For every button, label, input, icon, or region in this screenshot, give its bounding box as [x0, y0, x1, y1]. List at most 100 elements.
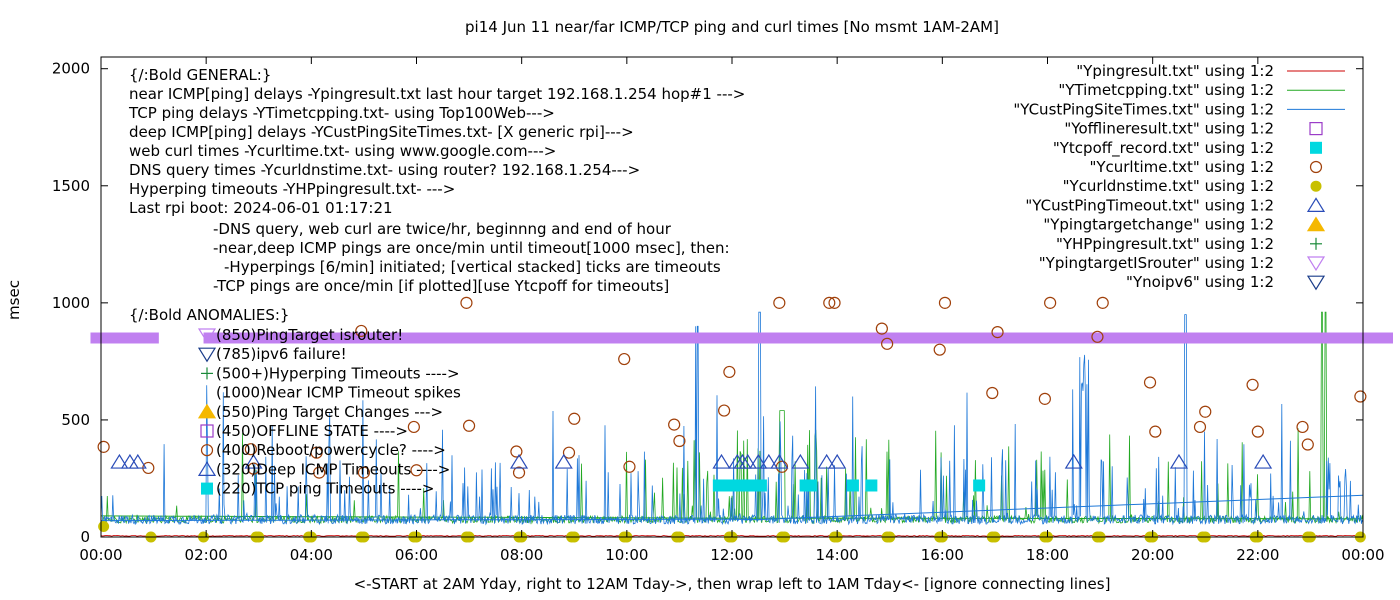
y-axis-label: msec	[5, 280, 23, 320]
x-tick-label: 04:00	[290, 546, 333, 564]
legend-marker-swatch	[1306, 275, 1326, 291]
x-tick-label: 16:00	[921, 546, 964, 564]
curltime-point	[244, 443, 257, 456]
legend-label: "Yofflineresult.txt" using 1:2	[1064, 120, 1274, 138]
curltime-point	[828, 296, 841, 309]
y-tick-label: 500	[61, 411, 90, 429]
custpingtimeout-point	[120, 453, 139, 469]
x-axis-label: <-START at 2AM Yday, right to 12AM Tday-…	[354, 575, 1111, 593]
anomaly-marker	[200, 444, 214, 457]
curltime-point	[775, 460, 789, 473]
tcpoff-point	[973, 479, 986, 492]
curltime-point	[991, 326, 1004, 339]
legend-marker-swatch	[1306, 256, 1326, 272]
tcpoff-point	[865, 479, 878, 492]
chart-title: pi14 Jun 11 near/far ICMP/TCP ping and c…	[465, 18, 999, 36]
x-tick-label: 08:00	[500, 546, 543, 564]
curltime-point	[875, 322, 888, 335]
annotation-line: {/:Bold ANOMALIES:}	[129, 306, 289, 324]
legend-label: "Ynoipv6" using 1:2	[1126, 273, 1274, 291]
anomaly-label: (400)Reboot/powercycle? ---->	[216, 441, 446, 459]
curltime-point	[938, 296, 952, 309]
curltime-point	[1199, 405, 1212, 418]
legend-marker-swatch	[1310, 237, 1322, 250]
curltime-point	[310, 446, 323, 459]
curltime-point	[1251, 425, 1264, 438]
legend-marker-swatch	[1306, 216, 1326, 232]
legend-label: "YCustPingSiteTimes.txt" using 1:2	[1013, 100, 1274, 118]
legend-marker-swatch	[1310, 180, 1322, 192]
curltime-point	[933, 343, 946, 356]
anomaly-marker	[197, 403, 217, 419]
custpingtimeout-point	[738, 453, 757, 469]
custpingtimeout-point	[791, 453, 810, 469]
custpingtimeout-point	[110, 453, 129, 469]
x-tick-label: 22:00	[1236, 546, 1279, 564]
tcpoff-point	[846, 479, 859, 492]
legend-label: "Ycurltime.txt" using 1:2	[1089, 158, 1274, 176]
custpingtimeout-point	[712, 453, 731, 469]
x-tick-label: 14:00	[816, 546, 859, 564]
curltime-point	[1193, 420, 1207, 434]
anomaly-label: (220)TCP ping Timeouts ---->	[216, 480, 434, 498]
anomaly-marker	[197, 347, 217, 363]
y-tick-label: 1000	[52, 294, 90, 312]
custpingtimeout-point	[1169, 453, 1189, 469]
tcpoff-point	[712, 479, 725, 492]
curltime-point	[723, 365, 736, 379]
curltime-point	[1354, 390, 1367, 403]
legend-marker-swatch	[1310, 141, 1322, 154]
anomaly-marker	[200, 424, 214, 438]
legend-label: "YpingtargetISrouter" using 1:2	[1039, 254, 1274, 272]
anomaly-layer: (850)PingTarget isrouter!(785)ipv6 failu…	[197, 326, 461, 498]
y-tick-label: 1500	[52, 177, 90, 195]
curltime-point	[1096, 296, 1109, 309]
x-tick-label: 02:00	[185, 546, 228, 564]
curltime-point	[1143, 376, 1157, 389]
annotation-line: -near,deep ICMP pings are once/min until…	[213, 239, 730, 257]
legend-label: "Ytcpoff_record.txt" using 1:2	[1053, 139, 1274, 158]
curltime-point	[986, 386, 999, 400]
curltime-point	[718, 404, 731, 417]
legend-marker-swatch	[1309, 160, 1323, 174]
curltime-point	[1301, 438, 1314, 451]
tcpoff-point	[754, 479, 767, 492]
anomaly-marker	[197, 328, 217, 344]
curltime-point	[568, 412, 581, 425]
curltime-point	[460, 296, 473, 309]
custpingtimeout-point	[554, 453, 573, 469]
anomaly-marker	[197, 461, 217, 476]
legend-label: "Ypingresult.txt" using 1:2	[1076, 62, 1274, 80]
curltime-point	[512, 466, 526, 479]
custpingtimeout-point	[509, 453, 529, 469]
anomaly-label: (550)Ping Target Changes --->	[216, 403, 443, 421]
x-tick-label: 00:00	[79, 546, 122, 564]
anomaly-label: (850)PingTarget isrouter!	[216, 326, 403, 344]
x-tick-label: 20:00	[1131, 546, 1174, 564]
curltime-point	[1246, 378, 1259, 391]
curltime-point	[407, 420, 420, 434]
curltime-point	[1296, 420, 1309, 434]
curltime-point	[1038, 392, 1051, 405]
curltime-point	[313, 466, 326, 479]
y-tick-label: 0	[80, 528, 90, 546]
anomaly-label: (450)OFFLINE STATE ---->	[216, 422, 408, 440]
x-tick-label: 00:00	[1341, 546, 1384, 564]
curltime-point	[355, 324, 368, 338]
curltime-point	[881, 337, 894, 350]
curltime-point	[562, 446, 576, 459]
custpingtimeout-point	[128, 453, 147, 469]
annotation-line: {/:Bold GENERAL:}	[129, 66, 271, 84]
curltime-point	[618, 352, 631, 366]
x-tick-label: 18:00	[1026, 546, 1069, 564]
annotation-line: Last rpi boot: 2024-06-01 01:17:21	[129, 199, 393, 217]
curltime-point	[823, 296, 836, 309]
custpingtimeout-point	[749, 453, 768, 469]
legend-label: "Ycurldnstime.txt" using 1:2	[1063, 177, 1274, 195]
dns-point	[98, 520, 110, 532]
custpingtimeout-point	[770, 453, 789, 469]
curltime-point	[773, 296, 786, 309]
series-ycustpingsitetimes-trend	[101, 494, 1364, 522]
anomaly-label: (320)Deep ICMP Timeouts ---->	[216, 460, 450, 478]
